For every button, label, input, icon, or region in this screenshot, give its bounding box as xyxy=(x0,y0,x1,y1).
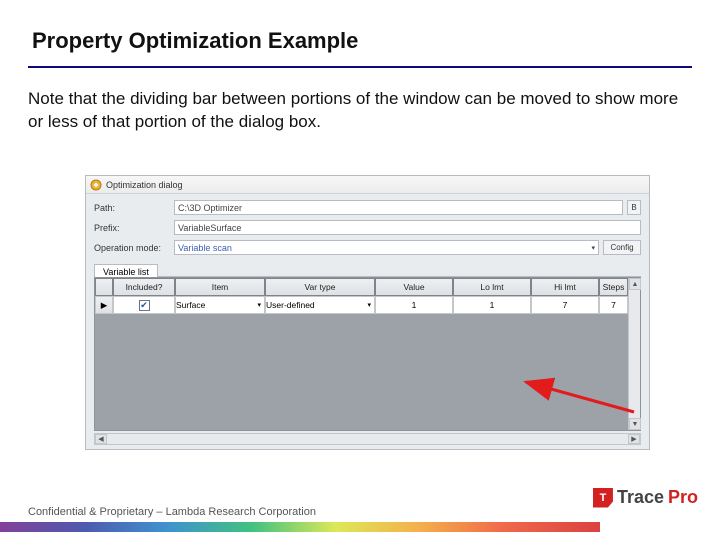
scroll-up-icon[interactable]: ▲ xyxy=(629,278,641,290)
scroll-right-icon[interactable]: ▶ xyxy=(628,434,640,444)
grid-region: Included? Item Var type Value Lo lmt Hi … xyxy=(94,277,641,431)
note-text: Note that the dividing bar between porti… xyxy=(28,88,692,134)
form-area: Path: C:\3D Optimizer B Prefix: Variable… xyxy=(86,194,649,260)
opmode-label: Operation mode: xyxy=(94,243,174,253)
cell-value[interactable]: 1 xyxy=(375,296,453,314)
slide-title: Property Optimization Example xyxy=(32,28,358,54)
table-row[interactable]: ▶ ✔ Surface ▾ User-defined ▾ 1 1 7 7 xyxy=(95,296,628,314)
prefix-input[interactable]: VariableSurface xyxy=(174,220,641,235)
horizontal-scrollbar[interactable]: ◀ ▶ xyxy=(94,433,641,445)
grid-header-vartype: Var type xyxy=(265,278,375,296)
scroll-left-icon[interactable]: ◀ xyxy=(95,434,107,444)
logo-word-pro: Pro xyxy=(668,487,698,508)
footer-spectrum xyxy=(0,522,600,532)
checkbox-icon[interactable]: ✔ xyxy=(139,300,150,311)
grid-header-steps: Steps xyxy=(599,278,628,296)
cell-item[interactable]: Surface ▾ xyxy=(175,296,265,314)
opmode-value: Variable scan xyxy=(178,243,232,253)
grid-header-item: Item xyxy=(175,278,265,296)
grid-header: Included? Item Var type Value Lo lmt Hi … xyxy=(95,278,628,296)
grid-header-value: Value xyxy=(375,278,453,296)
row-indicator: ▶ xyxy=(95,296,113,314)
dialog-title: Optimization dialog xyxy=(106,180,183,190)
grid-header-included: Included? xyxy=(113,278,175,296)
logo-mark-icon: T xyxy=(593,488,613,508)
tab-strip: Variable list xyxy=(94,262,641,277)
grid-header-rowselector xyxy=(95,278,113,296)
path-label: Path: xyxy=(94,203,174,213)
row-prefix: Prefix: VariableSurface xyxy=(94,220,641,235)
opmode-select[interactable]: Variable scan ▾ xyxy=(174,240,599,255)
title-underline xyxy=(28,66,692,68)
logo: T TracePro xyxy=(593,487,698,508)
logo-word-trace: Trace xyxy=(617,487,664,508)
row-path: Path: C:\3D Optimizer B xyxy=(94,200,641,215)
cell-vartype-text: User-defined xyxy=(266,300,315,310)
footer-text: Confidential & Proprietary – Lambda Rese… xyxy=(28,506,316,518)
scroll-down-icon[interactable]: ▼ xyxy=(629,418,641,430)
dialog-titlebar: Optimization dialog xyxy=(86,176,649,194)
browse-button[interactable]: B xyxy=(627,200,641,215)
grid-header-hilmt: Hi lmt xyxy=(531,278,599,296)
path-input[interactable]: C:\3D Optimizer xyxy=(174,200,623,215)
prefix-label: Prefix: xyxy=(94,223,174,233)
cell-vartype[interactable]: User-defined ▾ xyxy=(265,296,375,314)
cell-item-text: Surface xyxy=(176,300,205,310)
chevron-down-icon: ▾ xyxy=(257,301,264,309)
vertical-scrollbar[interactable]: ▲ ▼ xyxy=(628,278,640,430)
cell-steps[interactable]: 7 xyxy=(599,296,628,314)
chevron-down-icon: ▾ xyxy=(367,301,374,309)
row-opmode: Operation mode: Variable scan ▾ Config xyxy=(94,240,641,255)
dialog-screenshot: Optimization dialog Path: C:\3D Optimize… xyxy=(85,175,650,450)
app-icon xyxy=(90,179,102,191)
cell-included[interactable]: ✔ xyxy=(113,296,175,314)
config-button[interactable]: Config xyxy=(603,240,641,255)
cell-hi[interactable]: 7 xyxy=(531,296,599,314)
chevron-down-icon: ▾ xyxy=(591,244,595,252)
cell-lo[interactable]: 1 xyxy=(453,296,531,314)
grid-header-lolmt: Lo lmt xyxy=(453,278,531,296)
